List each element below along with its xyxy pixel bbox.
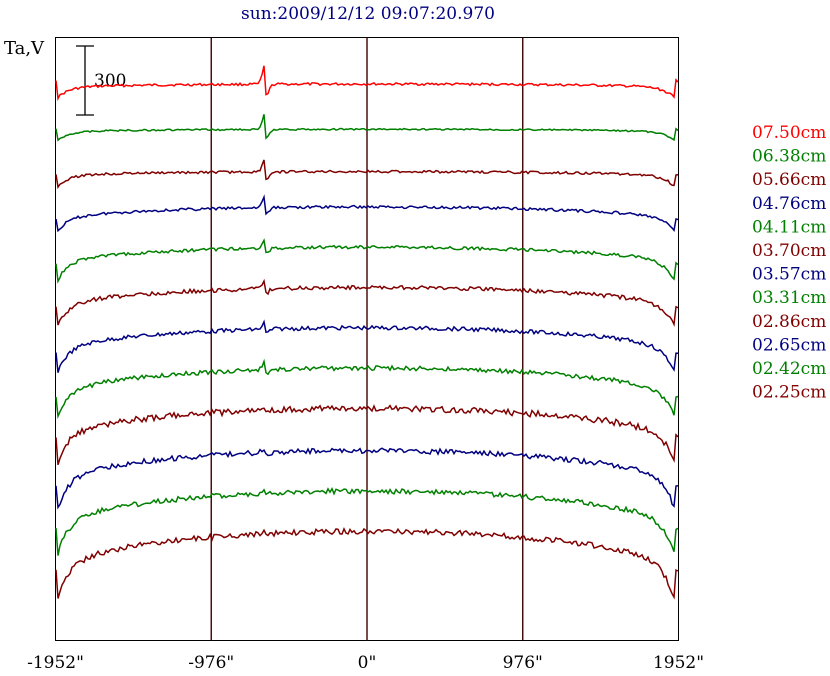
legend-item-7: 03.31cm bbox=[752, 288, 826, 308]
scale-bar: 300 bbox=[76, 45, 126, 116]
x-tick-label-2: 0" bbox=[358, 653, 377, 673]
legend-item-8: 02.86cm bbox=[752, 312, 826, 332]
series-line-04.11cm bbox=[55, 238, 679, 284]
legend-item-0: 07.50cm bbox=[752, 123, 826, 143]
series-line-03.31cm bbox=[55, 358, 679, 420]
series-line-02.86cm bbox=[55, 404, 679, 466]
series-line-02.65cm bbox=[55, 447, 679, 510]
legend-item-4: 04.11cm bbox=[752, 217, 826, 237]
series-line-02.25cm bbox=[55, 527, 679, 600]
x-tick-label-1: -976" bbox=[188, 653, 234, 673]
legend-item-3: 04.76cm bbox=[752, 194, 826, 214]
y-axis-label: Ta,V bbox=[4, 38, 45, 59]
series-line-03.57cm bbox=[55, 319, 679, 373]
legend-item-11: 02.25cm bbox=[752, 383, 826, 403]
series-line-06.38cm bbox=[55, 114, 679, 142]
legend-item-1: 06.38cm bbox=[752, 147, 826, 167]
legend-item-9: 02.65cm bbox=[752, 335, 826, 355]
series-line-04.76cm bbox=[55, 194, 679, 233]
legend-item-6: 03.57cm bbox=[752, 265, 826, 285]
legend-item-5: 03.70cm bbox=[752, 241, 826, 261]
scale-bar-label: 300 bbox=[94, 71, 126, 91]
series-line-03.70cm bbox=[55, 278, 679, 327]
x-tick-label-0: -1952" bbox=[27, 653, 84, 673]
series-line-05.66cm bbox=[55, 159, 679, 190]
x-tick-label-3: 976" bbox=[503, 653, 543, 673]
chart-title: sun:2009/12/12 09:07:20.970 bbox=[241, 4, 495, 24]
x-tick-label-4: 1952" bbox=[653, 653, 704, 673]
legend-item-10: 02.42cm bbox=[752, 359, 826, 379]
series-line-02.42cm bbox=[55, 486, 679, 556]
series-line-07.50cm bbox=[55, 65, 679, 102]
legend-item-2: 05.66cm bbox=[752, 170, 826, 190]
